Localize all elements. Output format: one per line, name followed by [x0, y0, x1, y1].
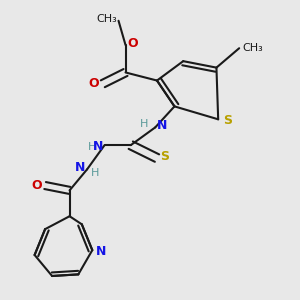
Text: S: S: [224, 114, 232, 128]
Text: CH₃: CH₃: [96, 14, 117, 24]
Text: CH₃: CH₃: [243, 43, 263, 53]
Text: S: S: [160, 150, 169, 163]
Text: O: O: [127, 37, 138, 50]
Text: N: N: [157, 119, 167, 132]
Text: N: N: [96, 245, 106, 258]
Text: H: H: [140, 119, 148, 129]
Text: H: H: [91, 168, 99, 178]
Text: O: O: [89, 77, 99, 90]
Text: N: N: [92, 140, 103, 153]
Text: N: N: [75, 161, 85, 174]
Text: H: H: [87, 142, 96, 152]
Text: O: O: [31, 179, 42, 192]
